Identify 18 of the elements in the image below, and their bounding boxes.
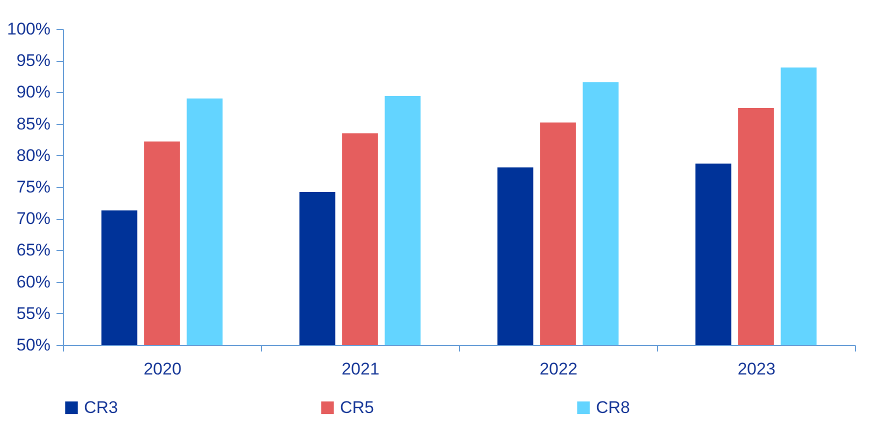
y-tick-label: 50% xyxy=(16,336,50,354)
x-tick-label: 2021 xyxy=(342,360,380,378)
x-tick-label: 2022 xyxy=(540,360,578,378)
y-tick-label: 55% xyxy=(16,304,50,323)
x-tick-label: 2023 xyxy=(738,360,776,378)
legend-label: CR8 xyxy=(596,398,630,417)
legend-label: CR3 xyxy=(84,398,118,417)
y-tick-label: 65% xyxy=(16,240,50,260)
y-tick-label: 100% xyxy=(7,20,50,38)
y-tick-label: 90% xyxy=(16,82,50,102)
x-tick-label: 2020 xyxy=(144,360,182,378)
legend-label: CR5 xyxy=(340,398,374,417)
y-tick-label: 70% xyxy=(16,209,50,228)
y-tick-label: 80% xyxy=(16,146,50,165)
y-tick-label: 75% xyxy=(16,178,50,196)
y-tick-label: 85% xyxy=(16,114,50,134)
y-tick-label: 60% xyxy=(16,272,50,292)
y-tick-label: 95% xyxy=(16,51,50,70)
